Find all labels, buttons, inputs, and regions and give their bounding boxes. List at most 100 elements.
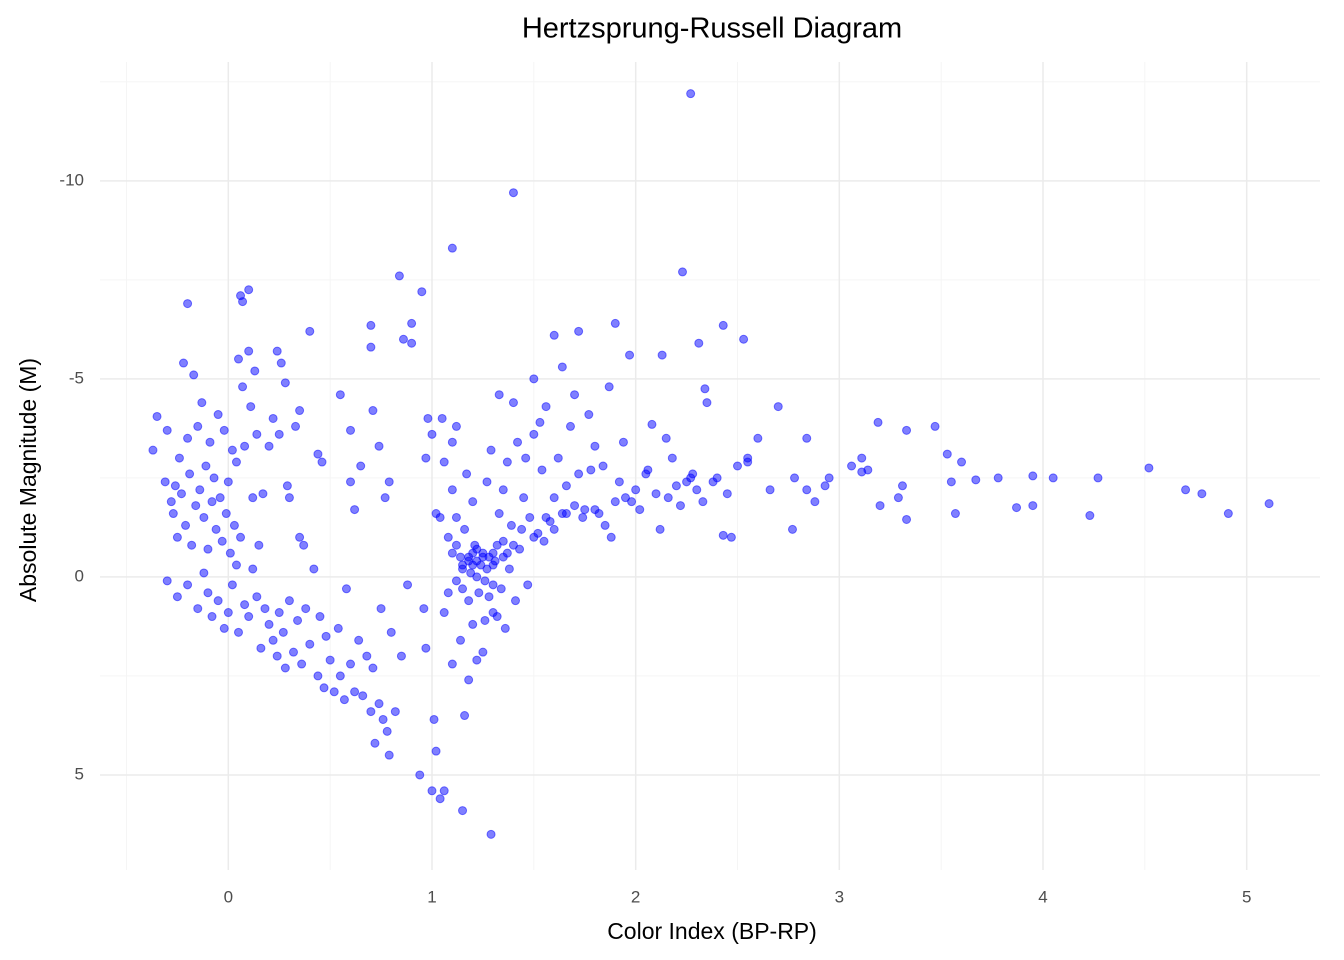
point bbox=[233, 627, 243, 637]
point bbox=[590, 441, 600, 451]
point bbox=[942, 449, 952, 459]
point bbox=[378, 714, 388, 724]
point bbox=[537, 465, 547, 475]
point bbox=[394, 271, 404, 281]
point bbox=[193, 604, 203, 614]
point bbox=[496, 584, 506, 594]
point bbox=[671, 481, 681, 491]
point bbox=[370, 738, 380, 748]
point bbox=[545, 516, 555, 526]
point bbox=[458, 584, 468, 594]
point bbox=[295, 406, 305, 416]
point bbox=[743, 457, 753, 467]
point bbox=[993, 473, 1003, 483]
point bbox=[398, 334, 408, 344]
point bbox=[447, 485, 457, 495]
point bbox=[698, 497, 708, 507]
point bbox=[631, 485, 641, 495]
point bbox=[407, 338, 417, 348]
point bbox=[258, 489, 268, 499]
point bbox=[297, 659, 307, 669]
point bbox=[346, 659, 356, 669]
point bbox=[946, 477, 956, 487]
point bbox=[231, 560, 241, 570]
point bbox=[299, 540, 309, 550]
point bbox=[447, 548, 457, 558]
point bbox=[561, 481, 571, 491]
point bbox=[702, 398, 712, 408]
point bbox=[787, 524, 797, 534]
point bbox=[480, 576, 490, 586]
point bbox=[718, 320, 728, 330]
point bbox=[468, 619, 478, 629]
point bbox=[1028, 501, 1038, 511]
point bbox=[498, 552, 508, 562]
point bbox=[460, 711, 470, 721]
point bbox=[504, 564, 514, 574]
x-tick-label: 1 bbox=[427, 887, 436, 906]
points bbox=[148, 89, 1274, 839]
point bbox=[857, 453, 867, 463]
point bbox=[244, 285, 254, 295]
point bbox=[692, 485, 702, 495]
point bbox=[873, 417, 883, 427]
point bbox=[902, 425, 912, 435]
point bbox=[223, 477, 233, 487]
point bbox=[708, 477, 718, 487]
point bbox=[606, 532, 616, 542]
point bbox=[274, 429, 284, 439]
point bbox=[1093, 473, 1103, 483]
point bbox=[810, 497, 820, 507]
grid bbox=[100, 62, 1320, 870]
point bbox=[584, 410, 594, 420]
point bbox=[248, 564, 258, 574]
point bbox=[384, 477, 394, 487]
point bbox=[494, 509, 504, 519]
point bbox=[502, 457, 512, 467]
point bbox=[451, 421, 461, 431]
point bbox=[688, 469, 698, 479]
point bbox=[594, 509, 604, 519]
point bbox=[382, 726, 392, 736]
point bbox=[1197, 489, 1207, 499]
point bbox=[350, 687, 360, 697]
point bbox=[229, 520, 239, 530]
point bbox=[368, 406, 378, 416]
point bbox=[252, 429, 262, 439]
point bbox=[335, 390, 345, 400]
point bbox=[427, 429, 437, 439]
point bbox=[700, 384, 710, 394]
point bbox=[350, 505, 360, 515]
point bbox=[492, 540, 502, 550]
point bbox=[219, 623, 229, 633]
point bbox=[423, 413, 433, 423]
point bbox=[183, 299, 193, 309]
point bbox=[739, 334, 749, 344]
point bbox=[443, 532, 453, 542]
point bbox=[549, 493, 559, 503]
point bbox=[950, 509, 960, 519]
point bbox=[541, 402, 551, 412]
point bbox=[248, 493, 258, 503]
point bbox=[176, 489, 186, 499]
point bbox=[282, 481, 292, 491]
point bbox=[415, 770, 425, 780]
point bbox=[189, 370, 199, 380]
point bbox=[315, 612, 325, 622]
point bbox=[374, 699, 384, 709]
point bbox=[519, 493, 529, 503]
point bbox=[209, 473, 219, 483]
point bbox=[264, 441, 274, 451]
point bbox=[610, 318, 620, 328]
point bbox=[168, 509, 178, 519]
point bbox=[508, 188, 518, 198]
point bbox=[565, 421, 575, 431]
point bbox=[553, 453, 563, 463]
point bbox=[875, 501, 885, 511]
point bbox=[429, 714, 439, 724]
point bbox=[185, 469, 195, 479]
point bbox=[366, 342, 376, 352]
point bbox=[223, 608, 233, 618]
point bbox=[447, 243, 457, 253]
point bbox=[525, 512, 535, 522]
